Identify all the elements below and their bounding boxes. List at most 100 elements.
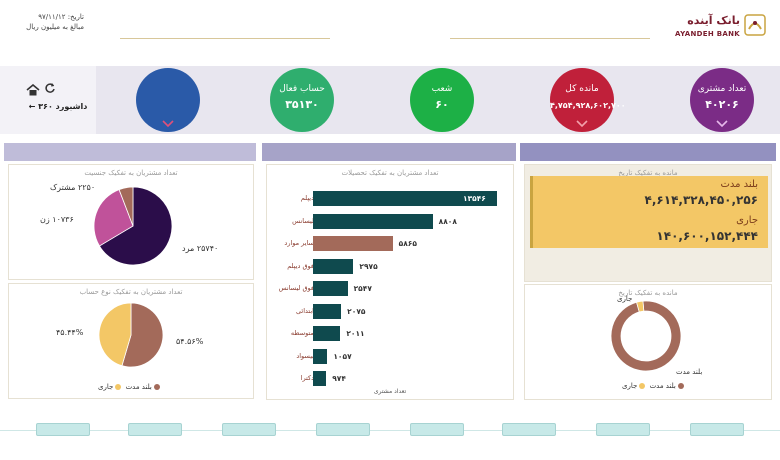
- kpi-customer-count[interactable]: تعداد مشتری ۴۰۲۰۶: [690, 68, 754, 132]
- bar-value-label: ۵۸۶۵: [398, 239, 417, 248]
- bar-category-label: بیسواد: [296, 351, 314, 360]
- account-type-panel-title: تعداد مشتریان به تفکیک نوع حساب: [79, 288, 183, 296]
- gender-pie-chart[interactable]: [93, 186, 173, 266]
- bar-2[interactable]: [313, 236, 393, 251]
- bar-category-label: دیپلم: [300, 194, 314, 202]
- section-bar-left: [4, 143, 256, 161]
- bank-name-fa: بانک آینده: [687, 14, 740, 27]
- kpi-value: ۴۰۲۰۶: [705, 98, 739, 111]
- pie-slice-0[interactable]: [98, 186, 173, 266]
- education-axis-label: تعداد مشتری: [373, 388, 407, 395]
- account-type-legend: بلند مدت جاری: [98, 383, 162, 391]
- legend-label: جاری: [622, 382, 638, 390]
- legend-swatch: [639, 383, 646, 389]
- section-bar-right: [520, 143, 776, 161]
- back-to-dashboard-link[interactable]: داشبورد ۳۶۰ ←: [18, 102, 98, 111]
- bank-logo-icon: [744, 14, 766, 36]
- refresh-icon[interactable]: [44, 82, 56, 94]
- kpi-total-balance[interactable]: مانده کل ۴,۷۵۴,۹۲۸,۶۰۲,۷۰۰: [550, 68, 626, 132]
- gender-label-male: ۲۵۷۴۰ مرد: [182, 244, 219, 253]
- balance-donut-chart[interactable]: [610, 300, 682, 372]
- kpi-label: شعب: [431, 84, 453, 94]
- pie-slice-0[interactable]: [121, 302, 164, 368]
- balance-donut-title: مانده به تفکیک تاریخ: [618, 289, 678, 297]
- gender-label-shared: ۲۲۵۰ مشترک: [50, 183, 96, 192]
- bar-value-label: ۲۵۴۷: [353, 284, 372, 293]
- bar-category-label: ابتدائی: [295, 306, 314, 315]
- donut-label-longterm: بلند مدت: [676, 368, 703, 376]
- account-label-longterm: ۵۴.۵۶%: [176, 337, 204, 346]
- legend-label: بلند مدت: [125, 383, 152, 391]
- balance-longterm-label: بلند مدت: [720, 179, 758, 190]
- kpi-band: [0, 66, 780, 134]
- bar-value-label: ۲۰۷۵: [347, 306, 366, 316]
- pie-slice-1[interactable]: [98, 302, 132, 367]
- kpi-value: ۶۰: [435, 98, 449, 111]
- balance-current-card[interactable]: جاری ۱۴۰,۶۰۰,۱۵۲,۴۴۴: [530, 212, 768, 248]
- footer-tab[interactable]: [222, 423, 276, 436]
- pie-slice-1[interactable]: [93, 189, 134, 247]
- bar-value-label: ۲۰۱۱: [346, 329, 365, 338]
- account-type-pie-chart[interactable]: [98, 302, 164, 368]
- kpi-active-accounts[interactable]: حساب فعال ۳۵۱۳۰: [270, 68, 334, 132]
- header-divider-right: [450, 38, 650, 39]
- header: تاریخ: ۹۷/۱۱/۱۲ مبالغ به میلیون ریال بان…: [0, 0, 780, 56]
- footer-line: [0, 430, 780, 431]
- kpi-label: مانده کل: [565, 84, 599, 94]
- balance-donut-legend: بلند مدت جاری: [622, 382, 686, 390]
- education-panel-title: تعداد مشتریان به تفکیک تحصیلات: [341, 169, 439, 177]
- footer-tab[interactable]: [410, 423, 464, 436]
- legend-swatch: [115, 384, 122, 390]
- kpi-label: تعداد مشتری: [697, 84, 747, 94]
- chevron-down-icon: [162, 120, 174, 128]
- kpi-value: ۴,۷۵۴,۹۲۸,۶۰۲,۷۰۰: [550, 101, 626, 110]
- bar-category-label: لیسانس: [292, 216, 314, 225]
- legend-swatch: [153, 384, 160, 390]
- bank-logo[interactable]: بانک آینده AYANDEH BANK: [670, 12, 766, 48]
- footer-tab[interactable]: [690, 423, 744, 436]
- bar-category-label: فوق دیپلم: [287, 261, 314, 270]
- balance-panel-title: مانده به تفکیک تاریخ: [618, 169, 678, 177]
- footer-tab[interactable]: [596, 423, 650, 436]
- bar-7[interactable]: [313, 348, 328, 364]
- footer-tab[interactable]: [36, 423, 90, 436]
- bank-name-en: AYANDEH BANK: [675, 30, 740, 38]
- footer-tab[interactable]: [128, 423, 182, 436]
- pie-slice-2[interactable]: [118, 186, 134, 227]
- bar-6[interactable]: [313, 326, 341, 341]
- bar-category-label: فوق لیسانس: [278, 284, 314, 292]
- bar-value-label: ۱۰۵۷: [333, 351, 352, 361]
- kpi-branches[interactable]: شعب ۶۰: [410, 68, 474, 132]
- pie-slice-0[interactable]: [610, 300, 682, 372]
- bar-4[interactable]: [313, 281, 348, 296]
- bar-value-label: ۹۷۴: [332, 374, 346, 383]
- kpi-value: ۳۵۱۳۰: [285, 98, 319, 111]
- donut-label-current: جاری: [617, 295, 633, 303]
- balance-current-value: ۱۴۰,۶۰۰,۱۵۲,۴۴۴: [656, 229, 758, 243]
- back-label: داشبورد ۳۶۰: [38, 102, 88, 111]
- account-label-current: ۴۵.۴۴%: [56, 328, 84, 337]
- bar-3[interactable]: [313, 258, 354, 274]
- footer-tab[interactable]: [502, 423, 556, 436]
- bar-8[interactable]: [313, 371, 327, 386]
- nav-panel: [0, 66, 96, 134]
- bar-category-label: دکترا: [300, 374, 314, 382]
- chevron-down-icon: [576, 120, 588, 128]
- balance-current-label: جاری: [736, 215, 758, 226]
- bar-5[interactable]: [313, 303, 342, 319]
- legend-item: بلند مدت: [650, 382, 686, 390]
- pie-slice-1[interactable]: [636, 300, 645, 313]
- bar-1[interactable]: [313, 213, 433, 229]
- report-date: تاریخ: ۹۷/۱۱/۱۲: [38, 13, 84, 21]
- bar-value-label: ۸۸۰۸: [438, 216, 457, 226]
- footer-tab[interactable]: [316, 423, 370, 436]
- section-bar-middle: [262, 143, 516, 161]
- gender-label-female: ۱۰۷۳۶ زن: [40, 215, 74, 224]
- arrow-left-icon: ←: [28, 102, 36, 111]
- chevron-down-icon: [716, 120, 728, 128]
- balance-longterm-card[interactable]: بلند مدت ۴,۶۱۴,۳۲۸,۴۵۰,۲۵۶: [530, 176, 768, 212]
- kpi-blank[interactable]: [136, 68, 200, 132]
- report-info: تاریخ: ۹۷/۱۱/۱۲ مبالغ به میلیون ریال: [14, 12, 84, 32]
- bar-0[interactable]: [313, 191, 497, 206]
- home-icon[interactable]: [26, 84, 40, 96]
